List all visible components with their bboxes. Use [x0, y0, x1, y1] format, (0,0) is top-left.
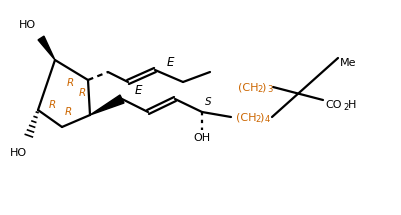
Text: 2: 2: [257, 86, 262, 95]
Text: R: R: [65, 107, 72, 117]
Text: E: E: [134, 84, 142, 97]
Text: OH: OH: [193, 133, 211, 143]
Text: R: R: [78, 88, 86, 98]
Text: HO: HO: [10, 148, 26, 158]
Text: ): ): [259, 112, 263, 122]
Text: E: E: [166, 55, 174, 69]
Text: 4: 4: [265, 115, 270, 124]
Text: S: S: [205, 97, 211, 107]
Text: R: R: [49, 100, 56, 110]
Text: HO: HO: [18, 20, 36, 30]
Text: 3: 3: [267, 86, 272, 95]
Text: ): ): [261, 82, 265, 92]
Text: (CH: (CH: [236, 112, 257, 122]
Text: Me: Me: [340, 58, 356, 68]
Text: R: R: [67, 78, 74, 88]
Polygon shape: [38, 36, 55, 60]
Text: 2: 2: [255, 115, 260, 124]
Text: H: H: [348, 100, 356, 110]
Text: (CH: (CH: [238, 82, 259, 92]
Text: CO: CO: [325, 100, 342, 110]
Text: 2: 2: [343, 103, 348, 112]
Polygon shape: [90, 95, 124, 115]
